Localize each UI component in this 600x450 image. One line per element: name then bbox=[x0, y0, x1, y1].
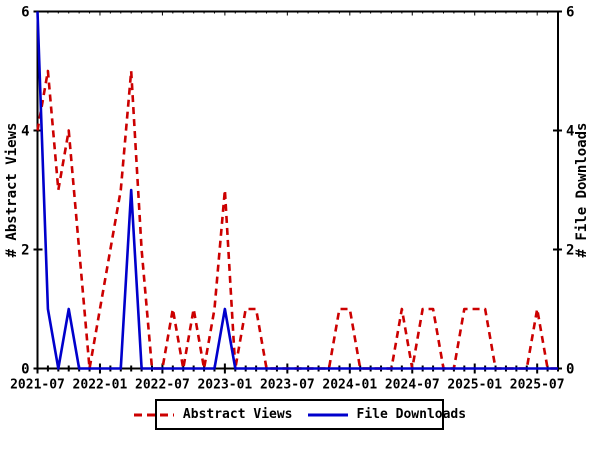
y-tick-label-left: 6 bbox=[21, 5, 29, 21]
x-tick-label: 2022-01 bbox=[73, 378, 128, 393]
legend-item-file-downloads: File Downloads bbox=[307, 407, 467, 422]
abstract-views-line-sample bbox=[133, 413, 174, 416]
x-tick-label: 2025-07 bbox=[510, 378, 565, 393]
y-tick-label-right: 0 bbox=[566, 362, 574, 378]
x-tick-label: 2023-01 bbox=[197, 378, 252, 393]
x-tick-label: 2021-07 bbox=[10, 378, 65, 393]
y-tick-label-left: 0 bbox=[21, 362, 29, 378]
legend-item-abstract-views: Abstract Views bbox=[133, 407, 293, 422]
y-tick-label-right: 2 bbox=[566, 243, 574, 259]
legend: Abstract Views File Downloads bbox=[133, 399, 466, 430]
y-tick-label-right: 6 bbox=[566, 5, 574, 21]
x-tick-label: 2023-07 bbox=[260, 378, 315, 393]
x-tick-label: 2025-01 bbox=[447, 378, 502, 393]
legend-label-file-downloads: File Downloads bbox=[356, 407, 467, 422]
file-downloads-line bbox=[36, 11, 558, 370]
y-axis-label-right: # File Downloads bbox=[574, 123, 590, 258]
y-tick-label-right: 4 bbox=[566, 124, 574, 140]
y-tick-label-left: 2 bbox=[21, 243, 29, 259]
y-axis-label-left: # Abstract Views bbox=[4, 123, 20, 258]
y-tick-label-left: 4 bbox=[21, 124, 29, 140]
file-downloads-line-sample bbox=[307, 413, 348, 416]
legend-label-abstract-views: Abstract Views bbox=[182, 407, 293, 422]
x-tick-label: 2024-07 bbox=[385, 378, 440, 393]
plot-border bbox=[36, 10, 559, 370]
x-tick-label: 2024-01 bbox=[322, 378, 377, 393]
abstract-views-line bbox=[36, 69, 558, 370]
x-tick-label: 2022-07 bbox=[135, 378, 190, 393]
